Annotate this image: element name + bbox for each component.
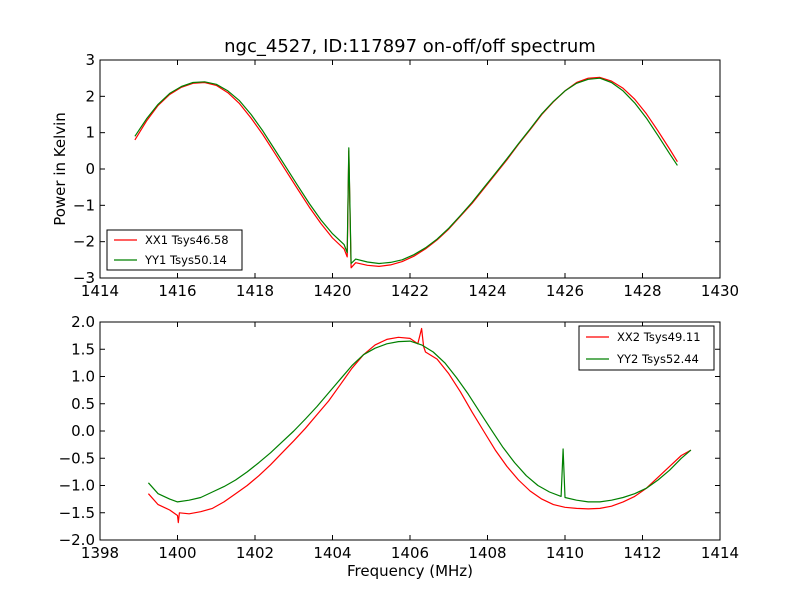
legend: XX1 Tsys46.58 YY1 Tsys50.14 [106, 229, 243, 271]
y-tick-label: 2 [85, 87, 95, 105]
x-tick-label: 1402 [236, 544, 274, 562]
chart-title: ngc_4527, ID:117897 on-off/off spectrum [224, 36, 596, 57]
series-line-yy [147, 340, 692, 503]
y-tick-label: −1.5 [59, 504, 95, 522]
x-tick-label: 1404 [313, 544, 351, 562]
x-tick-label: 1430 [701, 282, 739, 300]
legend-box [106, 229, 243, 271]
x-tick-label: 1416 [158, 282, 196, 300]
x-tick-label: 1426 [546, 282, 584, 300]
y-tick-label: 0.0 [71, 422, 95, 440]
x-tick-label: 1410 [546, 544, 584, 562]
x-tick-label: 1414 [81, 282, 119, 300]
legend-label: XX2 Tsys49.11 [617, 330, 701, 344]
bottom-panel: 1398 1400 1402 1404 1406 1408 1410 1412 1414 2.0 1… [59, 313, 740, 562]
y-tick-label: 0.5 [71, 395, 95, 413]
x-tick-label: 1412 [623, 544, 661, 562]
x-tick-label: 1408 [468, 544, 506, 562]
x-tick-label: 1414 [701, 544, 739, 562]
x-tick-label: 1406 [391, 544, 429, 562]
series-line-yy [134, 77, 678, 265]
x-axis-label: Frequency (MHz) [347, 562, 473, 580]
y-axis-label: Power in Kelvin [51, 112, 69, 226]
y-tick-label: 0 [85, 160, 95, 178]
legend: XX2 Tsys49.11 YY2 Tsys52.44 [578, 325, 715, 371]
y-tick-label: 2.0 [71, 313, 95, 331]
x-tick-label: 1422 [391, 282, 429, 300]
x-tick-label: 1420 [313, 282, 351, 300]
y-tick-label: 1.5 [71, 340, 95, 358]
x-tick-label: 1424 [468, 282, 506, 300]
y-tick-label: −2 [73, 233, 95, 251]
y-tick-label: −2.0 [59, 531, 95, 549]
y-tick-label: −1.0 [59, 477, 95, 495]
legend-label: XX1 Tsys46.58 [145, 233, 229, 247]
legend-box [578, 325, 715, 371]
x-tick-label: 1428 [623, 282, 661, 300]
x-tick-label: 1418 [236, 282, 274, 300]
series-line-xx [134, 76, 678, 269]
top-panel: 1414 1416 1418 1420 1422 1424 1426 1428 1430 3 2 1 0… [73, 51, 739, 300]
y-tick-label: 1.0 [71, 368, 95, 386]
y-tick-label: 1 [85, 124, 95, 142]
y-tick-label: −0.5 [59, 449, 95, 467]
y-tick-label: 3 [85, 51, 95, 69]
y-tick-label: −1 [73, 196, 95, 214]
y-tick-label: −3 [73, 269, 95, 287]
x-tick-label: 1398 [81, 544, 119, 562]
legend-label: YY2 Tsys52.44 [616, 352, 699, 366]
legend-label: YY1 Tsys50.14 [144, 253, 227, 267]
x-tick-label: 1400 [158, 544, 196, 562]
